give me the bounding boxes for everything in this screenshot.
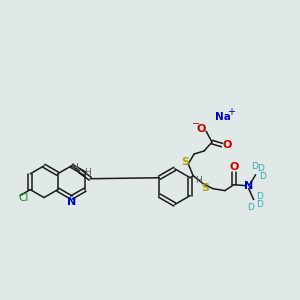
Text: D: D bbox=[251, 162, 258, 171]
Text: Cl: Cl bbox=[18, 193, 28, 202]
Text: S: S bbox=[181, 157, 189, 167]
Text: D: D bbox=[257, 164, 264, 173]
Text: N: N bbox=[67, 196, 76, 206]
Text: S: S bbox=[201, 183, 209, 193]
Text: +: + bbox=[227, 107, 235, 117]
Text: H: H bbox=[71, 163, 78, 172]
Text: D: D bbox=[256, 200, 263, 209]
Text: H: H bbox=[84, 168, 91, 177]
Text: D: D bbox=[256, 192, 263, 201]
Text: O: O bbox=[222, 140, 232, 150]
Text: D: D bbox=[259, 172, 266, 181]
Text: Na: Na bbox=[215, 112, 231, 122]
Text: H: H bbox=[195, 176, 202, 185]
Text: D: D bbox=[247, 203, 254, 212]
Text: O: O bbox=[196, 124, 206, 134]
Text: O: O bbox=[229, 162, 239, 172]
Text: −: − bbox=[192, 119, 200, 129]
Text: N: N bbox=[244, 181, 253, 191]
